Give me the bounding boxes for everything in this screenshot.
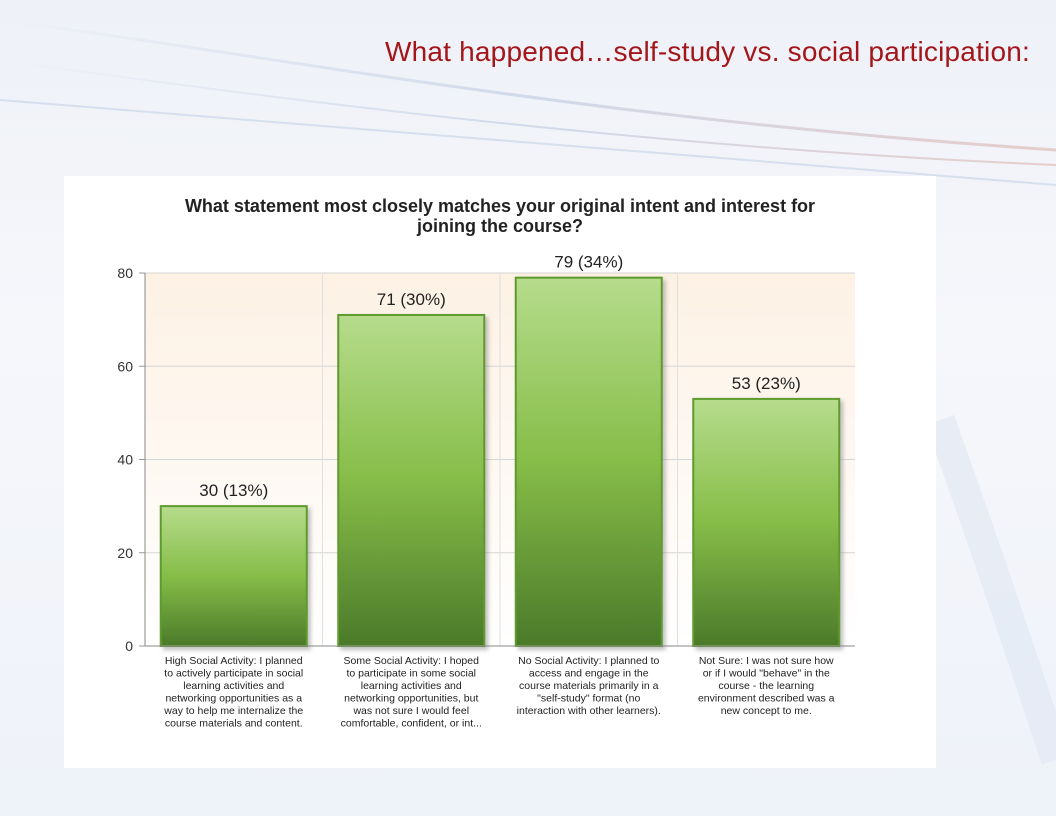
y-tick-label: 20 [117,545,133,561]
x-category-label: Not Sure: I was not sure how or if I woul… [698,655,835,717]
chart-title-line: What statement most closely matches your… [185,196,815,216]
chart-panel: What statement most closely matches your… [64,176,936,768]
data-label: 79 (34%) [554,253,623,272]
bar [337,313,486,647]
bar [159,505,308,647]
y-tick-label: 40 [117,452,133,468]
bar [692,397,841,647]
x-category-label: Some Social Activity: I hoped to particip… [341,655,482,730]
x-category-label: No Social Activity: I planned to access a… [517,655,661,717]
chart-title: What statement most closely matches your… [185,196,815,236]
axes [144,273,855,647]
slide-title: What happened…self-study vs. social part… [385,36,1030,67]
bar-chart: What statement most closely matches your… [117,196,855,730]
data-label: 53 (23%) [732,374,801,393]
y-tick-label: 0 [125,638,133,654]
data-label: 71 (30%) [377,290,446,309]
bar [514,276,663,647]
labels: 0 20 40 60 80 30 (13%) High Social Activity: I… [117,253,834,730]
data-label: 30 (13%) [199,481,268,500]
chart-title-line: joining the course? [416,216,583,236]
bars [159,276,841,647]
x-category-label: High Social Activity: I planned to active… [163,655,303,730]
y-tick-label: 60 [117,358,133,374]
y-tick-label: 80 [117,265,133,281]
